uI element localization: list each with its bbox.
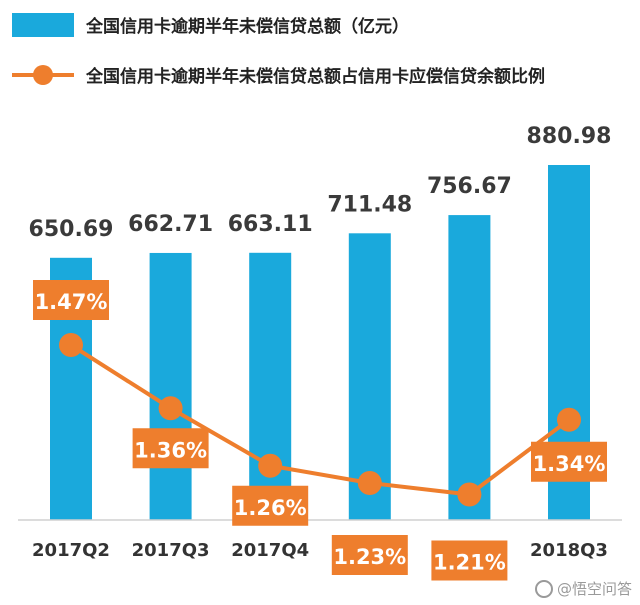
watermark: @悟空问答 [534, 578, 632, 599]
bar-value-label-2018Q2: 756.67 [427, 174, 512, 199]
ratio-label-2018Q1: 1.23% [333, 545, 406, 569]
legend-item-line: 全国信用卡逾期半年未偿信贷总额占信用卡应偿信贷余额比例 [12, 62, 545, 87]
bar-value-label-2017Q2: 650.69 [29, 217, 114, 242]
bar-value-label-2018Q3: 880.98 [527, 124, 612, 149]
ratio-marker-2018Q3 [557, 407, 581, 432]
watermark-logo-icon [534, 579, 553, 598]
ratio-label-box-2018Q3 [531, 441, 607, 482]
ratio-line [69, 343, 571, 497]
ratio-marker-2017Q2 [59, 333, 83, 357]
bar-2017Q4 [249, 252, 292, 520]
ratio-label-box-2017Q3 [132, 428, 209, 469]
x-tick-label-2017Q4: 2017Q4 [231, 540, 309, 561]
ratio-label-box-2017Q4 [232, 485, 309, 526]
ratio-label-2018Q3: 1.34% [533, 452, 606, 476]
ratio-marker-2017Q3 [158, 396, 183, 421]
ratio-label-box-2017Q2 [33, 280, 109, 320]
ratio-label-2017Q4: 1.26% [234, 496, 307, 520]
legend-bar-label: 全国信用卡逾期半年未偿信贷总额（亿元） [86, 17, 409, 37]
watermark-text: @悟空问答 [556, 580, 632, 598]
bar-value-label-2018Q1: 711.48 [327, 192, 412, 217]
ratio-marker-2018Q1 [357, 471, 382, 495]
ratio-label-2017Q2: 1.47% [35, 290, 108, 314]
x-tick-label-2018Q3: 2018Q3 [530, 540, 608, 561]
ratio-label-box-2018Q2 [431, 540, 508, 581]
legend-line-swatch [12, 63, 74, 87]
legend-bar-swatch [12, 12, 74, 37]
x-tick-label-2017Q2: 2017Q2 [32, 540, 110, 561]
ratio-label-2018Q2: 1.21% [433, 551, 506, 575]
x-tick-label-2017Q3: 2017Q3 [132, 540, 210, 561]
ratio-marker-2018Q2 [457, 482, 482, 507]
legend: 全国信用卡逾期半年未偿信贷总额（亿元） 全国信用卡逾期半年未偿信贷总额占信用卡应… [0, 0, 640, 100]
bar-2017Q3 [149, 252, 192, 520]
bar-2018Q2 [448, 215, 491, 521]
legend-item-bar: 全国信用卡逾期半年未偿信贷总额（亿元） [12, 12, 409, 37]
ratio-label-box-2018Q1 [331, 535, 408, 575]
ratio-label-2017Q3: 1.36% [134, 438, 207, 462]
bar-value-label-2017Q3: 662.71 [128, 212, 213, 237]
bar-value-label-2017Q4: 663.11 [228, 212, 313, 237]
ratio-marker-2017Q4 [258, 453, 283, 478]
legend-line-label: 全国信用卡逾期半年未偿信贷总额占信用卡应偿信贷余额比例 [86, 67, 545, 87]
